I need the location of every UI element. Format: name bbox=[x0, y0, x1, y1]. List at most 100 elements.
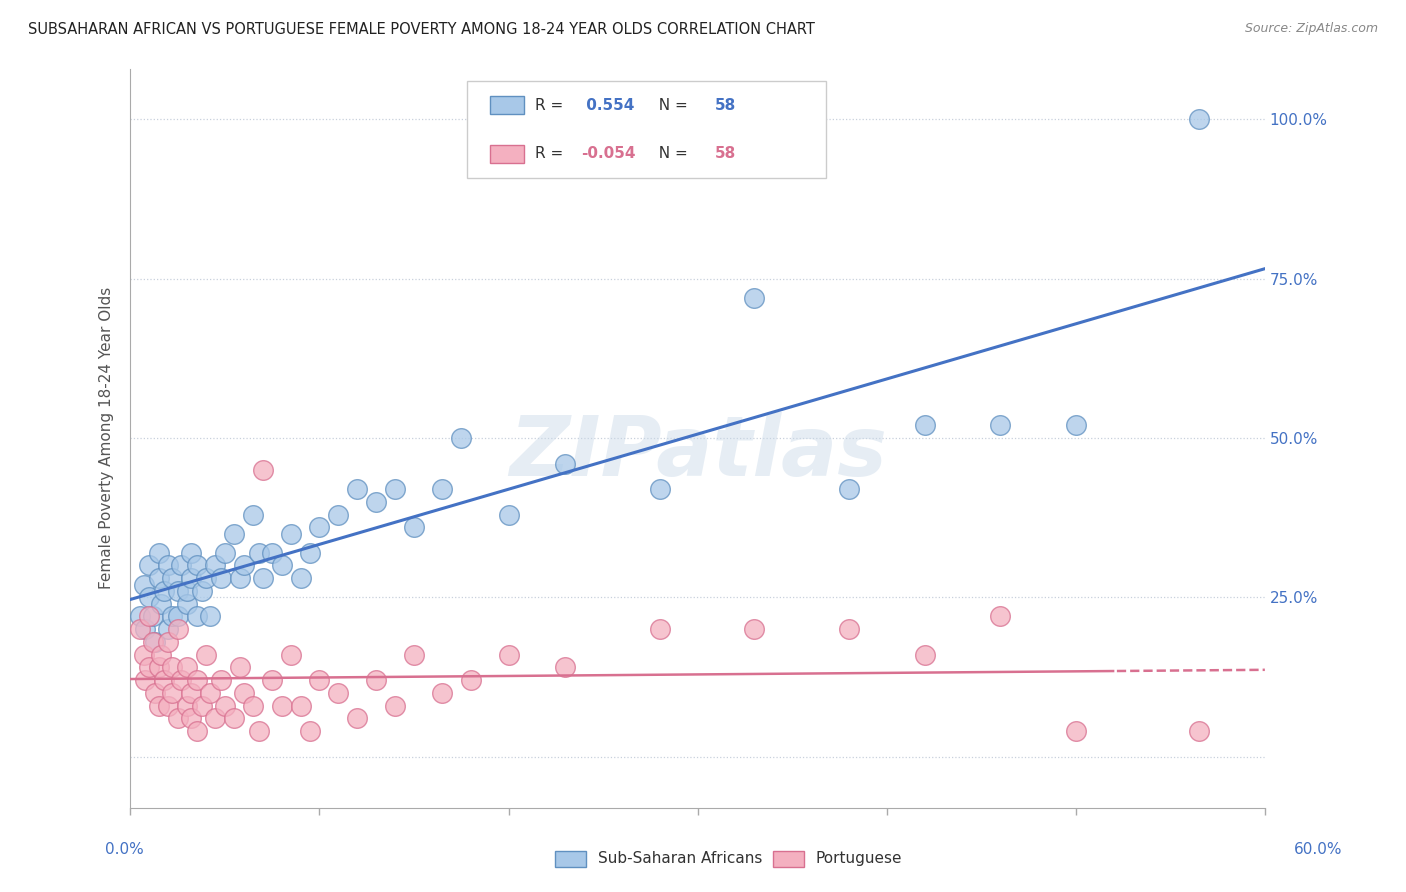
Point bbox=[142, 609, 165, 624]
Point bbox=[194, 648, 217, 662]
Point bbox=[232, 558, 254, 573]
Text: Source: ZipAtlas.com: Source: ZipAtlas.com bbox=[1244, 22, 1378, 36]
Point bbox=[160, 686, 183, 700]
Point bbox=[252, 463, 274, 477]
Point bbox=[460, 673, 482, 688]
Point bbox=[176, 597, 198, 611]
Point bbox=[308, 673, 330, 688]
Point bbox=[176, 698, 198, 713]
Point bbox=[346, 711, 368, 725]
Point bbox=[143, 686, 166, 700]
Point bbox=[252, 571, 274, 585]
Point bbox=[166, 584, 188, 599]
Point bbox=[138, 609, 160, 624]
Point bbox=[280, 648, 302, 662]
Point bbox=[148, 660, 170, 674]
Point bbox=[838, 622, 860, 636]
Point bbox=[148, 698, 170, 713]
Point bbox=[128, 622, 150, 636]
Text: R =: R = bbox=[536, 97, 568, 112]
Point bbox=[1188, 724, 1211, 739]
Point bbox=[498, 508, 520, 522]
Point bbox=[247, 546, 270, 560]
Point bbox=[914, 418, 936, 433]
Point bbox=[744, 622, 766, 636]
Point bbox=[132, 577, 155, 591]
Text: SUBSAHARAN AFRICAN VS PORTUGUESE FEMALE POVERTY AMONG 18-24 YEAR OLDS CORRELATIO: SUBSAHARAN AFRICAN VS PORTUGUESE FEMALE … bbox=[28, 22, 815, 37]
Point bbox=[744, 291, 766, 305]
Point bbox=[180, 711, 202, 725]
Y-axis label: Female Poverty Among 18-24 Year Olds: Female Poverty Among 18-24 Year Olds bbox=[100, 287, 114, 590]
Point bbox=[204, 558, 226, 573]
Point bbox=[160, 571, 183, 585]
Point bbox=[402, 648, 425, 662]
Point bbox=[160, 660, 183, 674]
Text: ZIPatlas: ZIPatlas bbox=[509, 412, 887, 493]
Bar bbox=[489, 95, 524, 114]
Point bbox=[270, 698, 292, 713]
Point bbox=[554, 457, 576, 471]
Point bbox=[988, 609, 1011, 624]
Text: R =: R = bbox=[536, 146, 568, 161]
Point bbox=[328, 508, 350, 522]
Point bbox=[229, 571, 252, 585]
Point bbox=[280, 526, 302, 541]
Point bbox=[134, 673, 156, 688]
Text: 58: 58 bbox=[714, 146, 735, 161]
Point bbox=[153, 584, 176, 599]
Point bbox=[149, 648, 172, 662]
Point bbox=[432, 686, 454, 700]
Point bbox=[232, 686, 254, 700]
Point bbox=[198, 686, 221, 700]
Point bbox=[308, 520, 330, 534]
Point bbox=[194, 571, 217, 585]
Point bbox=[128, 609, 150, 624]
Point bbox=[229, 660, 252, 674]
Point bbox=[290, 571, 312, 585]
Point bbox=[224, 711, 246, 725]
Point bbox=[328, 686, 350, 700]
Text: Sub-Saharan Africans: Sub-Saharan Africans bbox=[598, 852, 762, 866]
Point bbox=[166, 711, 188, 725]
Point bbox=[170, 673, 193, 688]
Point bbox=[157, 698, 180, 713]
Point bbox=[180, 686, 202, 700]
Point bbox=[290, 698, 312, 713]
Text: N =: N = bbox=[648, 146, 692, 161]
Point bbox=[554, 660, 576, 674]
Text: Portuguese: Portuguese bbox=[815, 852, 903, 866]
Point bbox=[148, 546, 170, 560]
Point bbox=[180, 546, 202, 560]
Point bbox=[270, 558, 292, 573]
Point bbox=[346, 482, 368, 496]
Point bbox=[298, 546, 321, 560]
Text: 60.0%: 60.0% bbox=[1295, 842, 1343, 856]
Point bbox=[176, 660, 198, 674]
Point bbox=[242, 698, 264, 713]
Point bbox=[450, 431, 472, 445]
Point bbox=[198, 609, 221, 624]
Point bbox=[366, 673, 388, 688]
Point bbox=[138, 591, 160, 605]
Point bbox=[148, 571, 170, 585]
Point bbox=[1064, 724, 1087, 739]
Point bbox=[402, 520, 425, 534]
Point bbox=[143, 635, 166, 649]
Point bbox=[838, 482, 860, 496]
Point bbox=[170, 558, 193, 573]
Point bbox=[166, 622, 188, 636]
Point bbox=[138, 558, 160, 573]
Point bbox=[134, 622, 156, 636]
Point bbox=[648, 482, 671, 496]
Point bbox=[157, 622, 180, 636]
Point bbox=[914, 648, 936, 662]
Point bbox=[157, 558, 180, 573]
FancyBboxPatch shape bbox=[467, 81, 825, 178]
Point bbox=[262, 546, 284, 560]
Point bbox=[186, 558, 208, 573]
Point bbox=[214, 698, 236, 713]
Point bbox=[153, 673, 176, 688]
Text: N =: N = bbox=[648, 97, 692, 112]
Point bbox=[384, 482, 406, 496]
Point bbox=[142, 635, 165, 649]
